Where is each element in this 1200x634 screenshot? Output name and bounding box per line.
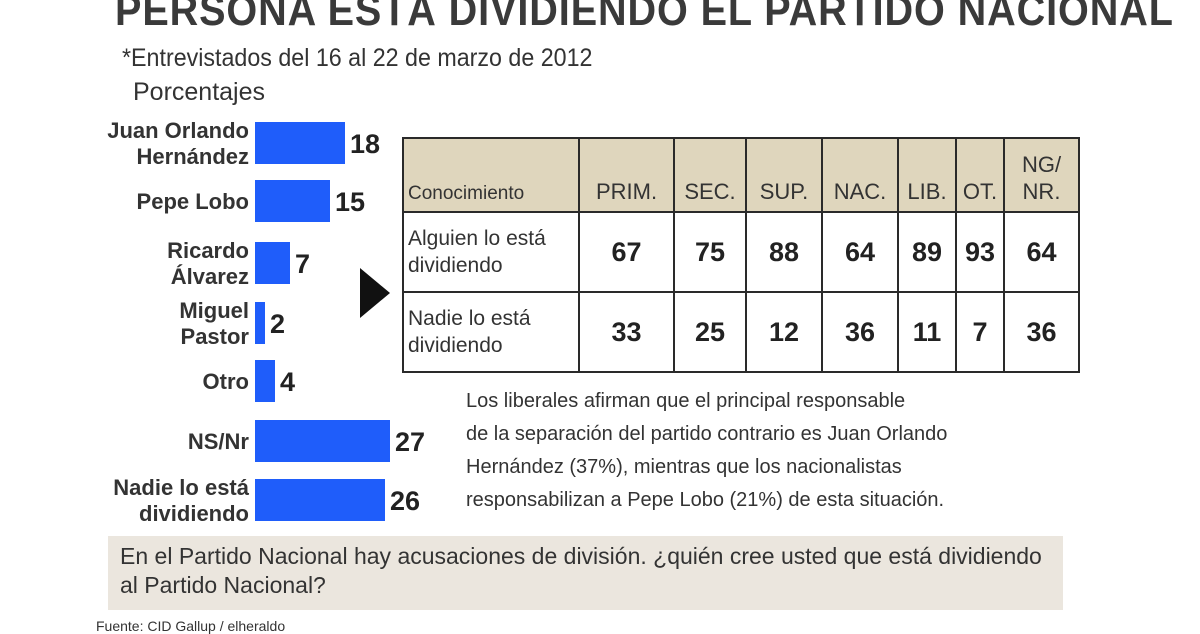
table-row: Alguien lo está dividiendo 67 75 88 64 8… <box>402 211 1080 293</box>
table-cell: 36 <box>821 291 899 373</box>
table-cell: 75 <box>673 211 747 293</box>
survey-dates: *Entrevistados del 16 al 22 de marzo de … <box>122 44 593 72</box>
table-header-ot: OT. <box>955 137 1005 213</box>
table-header-row: Conocimiento PRIM. SEC. SUP. NAC. LIB. O… <box>402 137 1080 213</box>
table-cell: 7 <box>955 291 1005 373</box>
table-cell: 12 <box>745 291 823 373</box>
table-cell: 36 <box>1003 291 1080 373</box>
unit-label: Porcentajes <box>133 78 266 106</box>
bar-chart: 18 Juan Orlando Hernández 15 Pepe Lobo 7 Ricar… <box>107 118 425 526</box>
value-label: 4 <box>280 367 295 397</box>
value-label: 7 <box>295 249 310 279</box>
table-cell: 25 <box>673 291 747 373</box>
bar <box>255 122 345 164</box>
arrow-icon <box>360 268 390 318</box>
bar <box>255 180 330 222</box>
category-label: Ricardo Álvarez <box>167 238 249 289</box>
table-header-ng-nr: NG/ NR. <box>1003 137 1080 213</box>
table-header-nac: NAC. <box>821 137 899 213</box>
table-header-prim: PRIM. <box>578 137 675 213</box>
knowledge-table: Conocimiento PRIM. SEC. SUP. NAC. LIB. O… <box>402 137 1080 373</box>
table-row: Nadie lo está dividiendo 33 25 12 36 11 … <box>402 291 1080 373</box>
table-header-conocimiento: Conocimiento <box>402 137 580 213</box>
table-cell: 33 <box>578 291 675 373</box>
source-credit: Fuente: CID Gallup / elheraldo <box>96 618 286 634</box>
category-label: Juan Orlando Hernández <box>107 118 249 169</box>
row-label-alguien: Alguien lo está dividiendo <box>402 211 580 293</box>
table-cell: 64 <box>821 211 899 293</box>
bar <box>255 242 290 284</box>
table-header-sec: SEC. <box>673 137 747 213</box>
value-label: 18 <box>350 129 380 159</box>
table-cell: 11 <box>897 291 957 373</box>
bar <box>255 302 265 344</box>
category-label: Pepe Lobo <box>137 189 249 214</box>
analysis-note: Los liberales afirman que el principal r… <box>466 390 948 511</box>
category-label: Miguel Pastor <box>179 298 249 349</box>
table-header-lib: LIB. <box>897 137 957 213</box>
table-cell: 64 <box>1003 211 1080 293</box>
bar <box>255 360 275 402</box>
category-label: NS/Nr <box>188 429 250 454</box>
category-label: Otro <box>203 369 249 394</box>
bar <box>255 420 390 462</box>
value-label: 26 <box>390 486 420 516</box>
value-label: 2 <box>270 309 285 339</box>
table-cell: 88 <box>745 211 823 293</box>
bar <box>255 479 385 521</box>
value-label: 27 <box>395 427 425 457</box>
category-label: Nadie lo está dividiendo <box>113 475 249 526</box>
table-cell: 93 <box>955 211 1005 293</box>
value-label: 15 <box>335 187 365 217</box>
table-header-sup: SUP. <box>745 137 823 213</box>
row-label-nadie: Nadie lo está dividiendo <box>402 291 580 373</box>
survey-question: En el Partido Nacional hay acusaciones d… <box>108 536 1063 610</box>
table-cell: 89 <box>897 211 957 293</box>
table-cell: 67 <box>578 211 675 293</box>
chart-title: PERSONA ESTÁ DIVIDIENDO EL PARTIDO NACIO… <box>115 0 1174 35</box>
